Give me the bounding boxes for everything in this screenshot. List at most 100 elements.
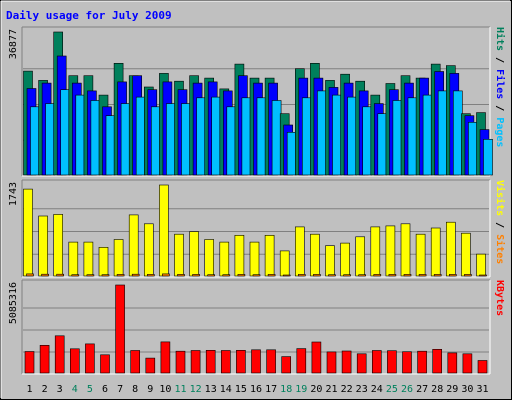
x-tick-day-17: 17 [265, 384, 277, 395]
bar-pages-day-27 [422, 94, 433, 176]
bar-visits-day-24 [370, 226, 381, 277]
bar-pages-day-28 [437, 90, 448, 176]
legend-separator: / [494, 216, 505, 234]
bar-visits-day-8 [128, 214, 139, 277]
y-max-label-hits-files-pages: 36877 [8, 29, 19, 59]
x-tick-day-20: 20 [310, 384, 322, 395]
bar-kbytes-day-5 [85, 343, 95, 374]
x-tick-day-24: 24 [371, 384, 383, 395]
x-tick-day-7: 7 [117, 384, 123, 395]
x-tick-day-3: 3 [57, 384, 63, 395]
x-tick-day-30: 30 [461, 384, 473, 395]
bar-sites-day-28 [433, 274, 442, 277]
bar-kbytes-day-13 [205, 349, 216, 374]
bar-pages-day-20 [317, 90, 327, 176]
bar-kbytes-day-10 [160, 341, 171, 374]
bar-kbytes-day-9 [145, 357, 156, 374]
x-tick-day-8: 8 [132, 384, 138, 395]
x-tick-labels: 1 2 3 4 5 6 7 8 9 10 11 12 13 14 15 16 17 18 19 20 21 22 23 24 2… [26, 384, 488, 395]
bar-sites-day-14 [222, 274, 231, 277]
bar-visits-day-1 [23, 188, 33, 277]
bar-sites-day-17 [267, 274, 276, 277]
bar-kbytes-day-6 [100, 354, 110, 374]
bar-sites-day-2 [41, 273, 49, 277]
bar-kbytes-day-17 [266, 349, 276, 374]
bar-kbytes-day-24 [371, 350, 382, 374]
bar-sites-day-27 [418, 274, 427, 277]
x-tick-day-29: 29 [446, 384, 458, 395]
bar-pages-day-5 [90, 100, 101, 176]
x-tick-day-25: 25 [386, 384, 398, 395]
bar-visits-day-30 [461, 232, 471, 277]
bar-visits-day-2 [38, 215, 48, 277]
legend-item-kbytes: KBytes [494, 280, 505, 316]
legend-item-sites: Sites [494, 234, 506, 264]
bar-sites-day-8 [131, 273, 140, 277]
bar-kbytes-day-29 [447, 352, 458, 374]
bar-pages-day-14 [226, 106, 237, 176]
x-tick-day-5: 5 [87, 384, 93, 395]
bar-pages-day-9 [151, 106, 161, 176]
x-tick-day-13: 13 [205, 384, 217, 395]
bar-visits-day-11 [174, 233, 184, 277]
x-tick-day-31: 31 [476, 384, 488, 395]
bar-sites-day-31 [479, 274, 487, 277]
y-max-label-visits-sites: 1743 [8, 182, 19, 206]
bar-sites-day-4 [71, 274, 80, 277]
x-tick-day-26: 26 [401, 384, 413, 395]
x-tick-day-12: 12 [190, 384, 202, 395]
legend-item-hits: Hits [494, 27, 506, 51]
y-max-label-kbytes: 5085316 [8, 282, 19, 324]
bar-visits-day-4 [68, 241, 79, 277]
bar-sites-day-7 [116, 274, 125, 277]
x-tick-day-10: 10 [159, 384, 171, 395]
bar-sites-day-22 [343, 274, 351, 277]
bar-pages-day-10 [166, 103, 176, 176]
bar-sites-day-20 [313, 274, 321, 277]
bar-kbytes-day-27 [417, 350, 427, 374]
bar-visits-day-6 [98, 247, 109, 277]
bar-pages-day-3 [60, 89, 71, 176]
x-tick-day-21: 21 [325, 384, 337, 395]
chart-title: Daily usage for July 2009 [6, 9, 172, 22]
bar-kbytes-day-25 [387, 350, 397, 374]
bar-kbytes-day-14 [221, 350, 231, 374]
bar-kbytes-day-23 [356, 353, 367, 374]
bar-sites-day-23 [358, 274, 367, 277]
bar-sites-day-1 [26, 273, 34, 277]
bar-sites-day-16 [252, 274, 261, 277]
bar-visits-day-9 [144, 223, 154, 277]
bar-visits-day-26 [400, 223, 411, 277]
x-tick-day-9: 9 [147, 384, 153, 395]
bar-visits-day-17 [264, 235, 275, 277]
bar-visits-day-3 [53, 214, 64, 277]
bar-visits-day-25 [385, 225, 396, 277]
x-tick-day-14: 14 [220, 384, 232, 395]
bar-visits-day-16 [249, 241, 260, 277]
bar-pages-day-22 [347, 96, 357, 176]
x-tick-day-1: 1 [26, 384, 32, 395]
legends: Hits / Files / Pages Visits / Sites KBytes [494, 27, 506, 316]
bar-sites-day-9 [147, 274, 155, 277]
legend-separator: / [494, 99, 505, 117]
bar-kbytes-day-8 [130, 350, 140, 374]
bar-pages-day-25 [392, 100, 403, 176]
x-tick-day-19: 19 [295, 384, 307, 395]
bar-pages-day-7 [120, 103, 131, 176]
bar-kbytes-day-4 [70, 348, 80, 374]
bar-sites-day-18 [282, 274, 291, 277]
bar-sites-day-11 [177, 274, 185, 277]
bar-visits-day-19 [294, 226, 305, 277]
bar-kbytes-day-11 [175, 350, 186, 374]
x-tick-day-22: 22 [341, 384, 353, 395]
legend-separator: / [494, 51, 505, 69]
bar-kbytes-day-31 [477, 360, 488, 374]
x-tick-day-6: 6 [102, 384, 108, 395]
bar-kbytes-day-20 [311, 341, 322, 374]
bar-pages-day-19 [301, 97, 312, 176]
legend-visits-sites: Visits / Sites [494, 180, 506, 264]
x-tick-day-28: 28 [431, 384, 443, 395]
x-tick-day-18: 18 [280, 384, 292, 395]
bar-sites-day-3 [56, 273, 65, 277]
bar-pages-day-8 [135, 96, 146, 176]
